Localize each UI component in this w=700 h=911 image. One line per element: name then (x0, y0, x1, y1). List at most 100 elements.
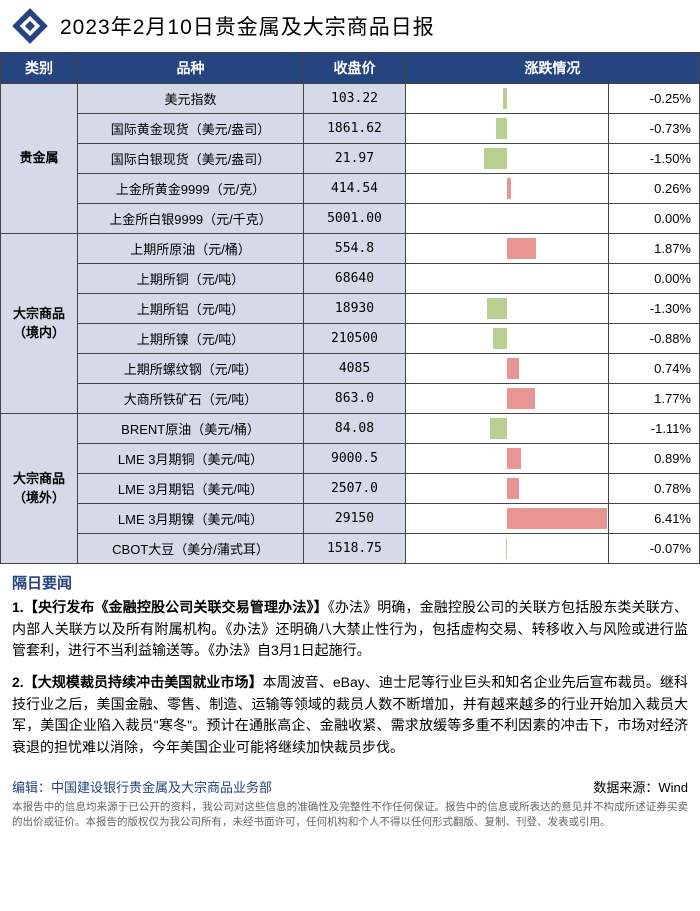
table-row: 上期所螺纹钢（元/吨）40850.74% (1, 354, 700, 384)
change-bar-cell (405, 534, 609, 564)
price-cell: 554.8 (304, 234, 406, 264)
price-cell: 9000.5 (304, 444, 406, 474)
table-row: 上期所镍（元/吨）210500 -0.88% (1, 324, 700, 354)
source-label: 数据来源： (593, 780, 658, 795)
item-cell: 上金所黄金9999（元/克） (77, 174, 303, 204)
price-cell: 5001.00 (304, 204, 406, 234)
negative-bar (484, 148, 507, 169)
price-cell: 18930 (304, 294, 406, 324)
news-item-title: 【大规模裁员持续冲击美国就业市场】 (24, 674, 263, 690)
change-pct-cell: -0.07% (609, 534, 700, 564)
item-cell: 上期所铝（元/吨） (77, 294, 303, 324)
news-item-title: 【央行发布《金融控股公司关联交易管理办法》】 (24, 599, 328, 615)
table-row: LME 3月期铜（美元/吨）9000.5 0.89% (1, 444, 700, 474)
change-bar-cell (405, 174, 609, 204)
change-pct-cell: 0.89% (609, 444, 700, 474)
change-pct-cell: 6.41% (609, 504, 700, 534)
negative-bar (506, 538, 507, 559)
table-row: 上期所铝（元/吨）18930-1.30% (1, 294, 700, 324)
table-row: 上期所铜（元/吨）686400.00% (1, 264, 700, 294)
news-item: 1.【央行发布《金融控股公司关联交易管理办法》】《办法》明确，金融控股公司的关联… (12, 597, 688, 662)
price-table: 类别 品种 收盘价 涨跌情况 贵金属美元指数103.22-0.25%国际黄金现货… (0, 52, 700, 564)
negative-bar (490, 418, 507, 439)
change-bar-cell (405, 474, 609, 504)
change-pct-cell: 0.00% (609, 204, 700, 234)
change-pct-cell: 1.77% (609, 384, 700, 414)
table-header-row: 类别 品种 收盘价 涨跌情况 (1, 53, 700, 84)
source-name: Wind (658, 780, 688, 795)
source-line: 数据来源：Wind (593, 777, 688, 796)
negative-bar (493, 328, 507, 349)
table-row: 大宗商品（境外）BRENT原油（美元/桶）84.08-1.11% (1, 414, 700, 444)
price-cell: 414.54 (304, 174, 406, 204)
footer-credits: 编辑：中国建设银行贵金属及大宗商品业务部 数据来源：Wind (0, 775, 700, 798)
item-cell: 美元指数 (77, 84, 303, 114)
negative-bar (487, 298, 507, 319)
change-bar-cell (405, 414, 609, 444)
table-row: 大商所铁矿石（元/吨）863.0 1.77% (1, 384, 700, 414)
item-cell: 国际白银现货（美元/盎司） (77, 144, 303, 174)
category-cell: 大宗商品（境外） (1, 414, 78, 564)
item-cell: LME 3月期铝（美元/吨） (77, 474, 303, 504)
price-cell: 1518.75 (304, 534, 406, 564)
report-header: 2023年2月10日贵金属及大宗商品日报 (0, 0, 700, 52)
change-bar-cell (405, 264, 609, 294)
ccb-logo-icon (12, 8, 48, 44)
change-pct-cell: -0.88% (609, 324, 700, 354)
table-row: CBOT大豆（美分/蒲式耳）1518.75-0.07% (1, 534, 700, 564)
item-cell: 上期所原油（元/桶） (77, 234, 303, 264)
negative-bar (503, 88, 507, 109)
editor-label: 编辑： (12, 780, 51, 795)
col-item: 品种 (77, 53, 303, 84)
price-cell: 2507.0 (304, 474, 406, 504)
table-row: 上金所黄金9999（元/克）414.54 0.26% (1, 174, 700, 204)
change-pct-cell: 0.26% (609, 174, 700, 204)
editor-line: 编辑：中国建设银行贵金属及大宗商品业务部 (12, 777, 272, 796)
table-row: LME 3月期铝（美元/吨）2507.0 0.78% (1, 474, 700, 504)
table-row: 国际黄金现货（美元/盎司）1861.62 -0.73% (1, 114, 700, 144)
positive-bar (507, 238, 536, 259)
disclaimer-text: 本报告中的信息均来源于已公开的资料，我公司对这些信息的准确性及完整性不作任何保证… (0, 798, 700, 837)
table-row: 大宗商品（境内）上期所原油（元/桶）554.81.87% (1, 234, 700, 264)
news-section: 隔日要闻 1.【央行发布《金融控股公司关联交易管理办法》】《办法》明确，金融控股… (0, 564, 700, 775)
news-item-number: 1. (12, 599, 24, 615)
change-pct-cell: 0.78% (609, 474, 700, 504)
change-pct-cell: 1.87% (609, 234, 700, 264)
price-cell: 68640 (304, 264, 406, 294)
category-cell: 大宗商品（境内） (1, 234, 78, 414)
change-bar-cell (405, 324, 609, 354)
col-change: 涨跌情况 (405, 53, 699, 84)
col-category: 类别 (1, 53, 78, 84)
change-bar-cell (405, 384, 609, 414)
item-cell: LME 3月期铜（美元/吨） (77, 444, 303, 474)
price-cell: 84.08 (304, 414, 406, 444)
item-cell: LME 3月期镍（美元/吨） (77, 504, 303, 534)
item-cell: 大商所铁矿石（元/吨） (77, 384, 303, 414)
price-cell: 21.97 (304, 144, 406, 174)
table-row: 上金所白银9999（元/千克）5001.000.00% (1, 204, 700, 234)
change-bar-cell (405, 504, 609, 534)
item-cell: 上期所铜（元/吨） (77, 264, 303, 294)
change-bar-cell (405, 84, 609, 114)
price-cell: 863.0 (304, 384, 406, 414)
change-pct-cell: -0.25% (609, 84, 700, 114)
change-bar-cell (405, 294, 609, 324)
category-cell: 贵金属 (1, 84, 78, 234)
table-row: 国际白银现货（美元/盎司）21.97-1.50% (1, 144, 700, 174)
price-cell: 210500 (304, 324, 406, 354)
report-title: 2023年2月10日贵金属及大宗商品日报 (60, 11, 435, 41)
change-pct-cell: 0.74% (609, 354, 700, 384)
news-item: 2.【大规模裁员持续冲击美国就业市场】本周波音、eBay、迪士尼等行业巨头和知名… (12, 672, 688, 759)
item-cell: 上期所镍（元/吨） (77, 324, 303, 354)
price-cell: 29150 (304, 504, 406, 534)
price-cell: 1861.62 (304, 114, 406, 144)
change-pct-cell: -0.73% (609, 114, 700, 144)
table-row: 贵金属美元指数103.22-0.25% (1, 84, 700, 114)
change-bar-cell (405, 234, 609, 264)
news-item-number: 2. (12, 674, 24, 690)
negative-bar (496, 118, 507, 139)
editor-name: 中国建设银行贵金属及大宗商品业务部 (51, 780, 272, 795)
price-cell: 103.22 (304, 84, 406, 114)
item-cell: 国际黄金现货（美元/盎司） (77, 114, 303, 144)
positive-bar (507, 508, 607, 529)
